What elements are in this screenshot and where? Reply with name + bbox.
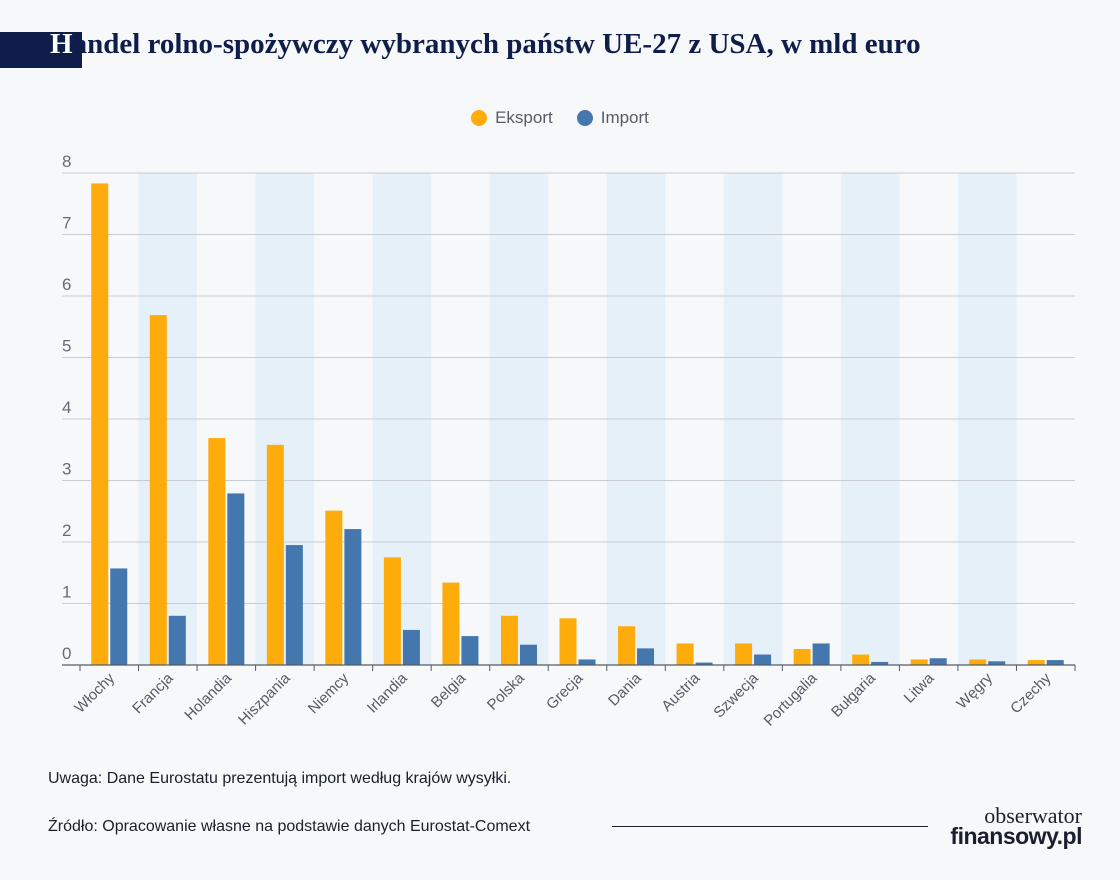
x-category-label: Włochy [71,669,118,716]
bar-import [285,545,303,665]
legend-dot-eksport [471,110,488,126]
bar-eksport [149,315,167,665]
source-divider [612,826,928,827]
bar-eksport [208,438,226,665]
y-tick-label: 5 [62,337,71,356]
x-category-label: Irlandia [364,669,411,716]
y-tick-label: 7 [62,214,71,233]
logo-line-1: obserwator [984,803,1082,828]
bar-import [402,629,420,665]
bar-import [988,661,1006,665]
title-text: andel rolno-spożywczy wybranych państw U… [72,28,921,60]
title-accent-bar [0,32,82,68]
x-category-label: Hiszpania [235,669,294,728]
bar-eksport [910,659,928,665]
bar-import [168,615,186,665]
y-tick-label: 2 [62,521,71,540]
legend-item-eksport[interactable]: Eksport [471,108,553,128]
y-tick-label: 1 [62,583,71,602]
bar-eksport [500,615,518,665]
bar-import [461,636,479,665]
legend-label-import: Import [600,108,649,127]
title-first-letter: H [50,28,73,60]
bar-import [754,654,772,665]
brand-logo: obserwator finansowy.pl [942,803,1082,849]
bar-eksport [1027,660,1045,665]
bar-eksport [793,649,811,665]
bar-eksport [442,582,460,665]
chart-note: Uwaga: Dane Eurostatu prezentują import … [48,770,512,787]
bar-import [578,659,596,665]
bar-eksport [676,643,694,665]
bar-eksport [266,444,284,665]
logo-line-2: finansowy.pl [950,823,1082,849]
x-category-label: Holandia [181,669,235,723]
y-tick-label: 3 [62,460,71,479]
bar-chart: 0 1 2 3 4 5 6 7 8 Włochy Francja Holandia Hiszpania N… [62,152,1076,730]
bar-import [519,644,537,665]
legend-label-eksport: Eksport [495,108,553,127]
bar-import [1046,660,1064,665]
x-category-label: Belgia [428,669,470,711]
x-category-label: Dania [605,669,645,709]
bar-eksport [852,654,870,665]
bar-import [344,529,362,665]
x-category-label: Austria [658,669,703,714]
chart-title: Handel rolno-spożywczy wybranych państw … [50,28,921,61]
bar-import [871,661,889,665]
x-category-label: Polska [484,669,528,713]
legend-item-import[interactable]: Import [576,108,649,128]
x-category-label: Francja [129,669,177,717]
y-tick-label: 0 [62,644,71,663]
x-category-label: Bułgaria [828,669,879,720]
x-category-label: Węgry [953,669,996,712]
x-category-label: Niemcy [305,669,353,717]
bar-eksport [735,643,753,665]
bar-eksport [559,618,577,665]
x-category-label: Litwa [901,669,938,706]
chart-source: Źródło: Opracowanie własne na podstawie … [48,818,531,835]
bar-eksport [383,557,401,665]
legend-dot-import [576,110,593,126]
bar-import [110,568,128,665]
x-category-label: Szwecja [710,669,762,721]
bar-import [227,493,245,665]
y-tick-label: 4 [62,398,71,417]
bar-import [695,662,713,665]
x-category-label: Grecja [543,669,587,713]
y-tick-label: 6 [62,275,71,294]
chart-legend: Eksport Import [0,108,1120,128]
x-category-label: Czechy [1007,669,1055,717]
bar-import [637,648,655,665]
bar-import [929,658,947,665]
y-tick-label: 8 [62,152,71,171]
bar-eksport [618,626,636,665]
bar-eksport [969,659,987,665]
x-category-label: Portugalia [761,669,821,729]
bar-import [812,643,830,665]
bar-eksport [325,510,343,665]
bar-eksport [91,183,109,665]
